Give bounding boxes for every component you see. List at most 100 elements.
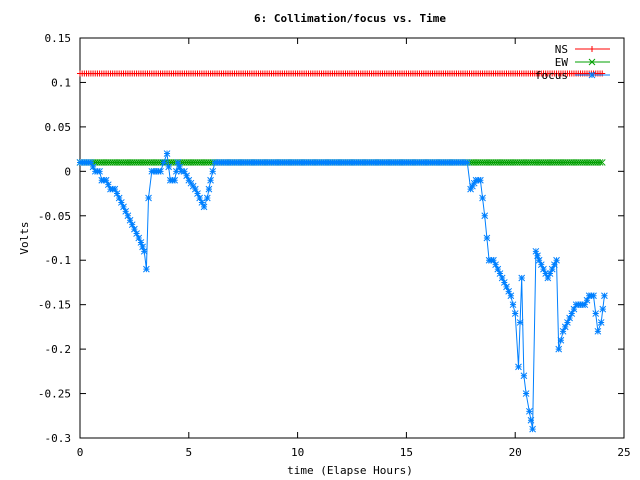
data-point-focus	[498, 274, 506, 282]
data-point-focus	[176, 163, 183, 171]
data-point-focus	[124, 212, 132, 220]
data-point-focus	[500, 279, 508, 286]
data-point-focus	[203, 194, 211, 202]
data-point-focus	[520, 372, 528, 380]
data-point-focus	[503, 283, 510, 291]
data-point-focus	[529, 425, 536, 433]
data-point-focus	[87, 159, 95, 166]
data-point-focus	[477, 176, 484, 184]
data-point-focus	[120, 203, 127, 211]
y-tick-label: -0.05	[38, 210, 71, 223]
data-point-focus	[198, 199, 206, 206]
data-point-focus	[102, 176, 110, 184]
data-point-focus	[561, 323, 569, 331]
data-point-focus	[469, 182, 476, 190]
data-point-focus	[463, 159, 471, 166]
data-point-focus	[557, 336, 565, 344]
data-point-focus	[553, 256, 560, 264]
data-point-focus	[537, 261, 545, 269]
data-point-focus	[143, 265, 150, 273]
series-layer	[76, 70, 608, 433]
data-point-focus	[181, 167, 188, 175]
data-point-focus	[546, 270, 554, 277]
data-point-focus	[581, 301, 589, 309]
series-line-focus	[80, 153, 605, 430]
data-point-focus	[163, 150, 171, 157]
data-point-focus	[505, 287, 513, 295]
chart-title: 6: Collimation/focus vs. Time	[254, 12, 446, 25]
data-point-focus	[174, 159, 182, 166]
series-ns	[77, 70, 606, 77]
axis-ticks: 0 5 10 15 20 25 -0.3 -0.25 -0.2 -0.15 -0.1 -0.05 0 0.…	[38, 32, 631, 459]
data-point-focus	[96, 167, 103, 175]
data-point-focus	[171, 176, 179, 184]
data-point-focus	[481, 212, 489, 220]
data-point-focus	[140, 247, 148, 255]
data-point-focus	[196, 194, 204, 202]
data-point-focus	[467, 185, 474, 193]
data-point-focus	[544, 274, 552, 282]
data-point-focus	[139, 243, 146, 251]
data-point-focus	[470, 179, 478, 187]
data-point-focus	[122, 207, 130, 215]
data-point-focus	[145, 194, 152, 202]
data-point-focus	[111, 185, 119, 193]
data-point-focus	[597, 319, 605, 326]
y-tick-label: 0.1	[51, 76, 71, 89]
data-point-focus	[490, 256, 497, 264]
data-point-focus	[555, 345, 563, 353]
data-point-focus	[535, 256, 543, 264]
data-point-focus	[479, 194, 486, 202]
y-tick-label: -0.1	[45, 254, 72, 267]
data-point-focus	[551, 261, 558, 269]
data-point-focus	[540, 265, 547, 273]
data-point-ew	[598, 159, 606, 166]
data-point-focus	[494, 265, 502, 273]
data-point-focus	[117, 199, 125, 206]
data-point-focus	[165, 163, 173, 171]
legend-label-ew: EW	[555, 56, 569, 69]
data-point-focus	[185, 176, 193, 184]
y-tick-label: -0.3	[45, 432, 72, 445]
legend-label-focus: focus	[535, 69, 568, 82]
data-point-focus	[594, 327, 602, 335]
data-point-focus	[534, 252, 541, 260]
data-point-focus	[131, 225, 138, 233]
data-point-focus	[183, 172, 190, 180]
legend-marker-ns	[589, 46, 595, 52]
data-point-focus	[599, 305, 607, 313]
data-point-focus	[515, 363, 522, 371]
data-point-focus	[522, 390, 530, 397]
data-point-focus	[570, 305, 578, 313]
data-point-focus	[527, 416, 535, 424]
x-tick-label: 5	[185, 446, 192, 459]
data-point-focus	[135, 234, 143, 242]
data-point-focus	[496, 270, 504, 277]
data-point-ns	[599, 70, 606, 77]
data-point-focus	[177, 167, 185, 175]
y-tick-label: -0.15	[38, 299, 71, 312]
y-tick-label: 0.05	[45, 121, 72, 134]
data-point-focus	[89, 163, 97, 171]
data-point-focus	[559, 327, 567, 335]
data-point-focus	[566, 314, 573, 322]
data-point-focus	[205, 185, 213, 193]
data-point-focus	[516, 319, 524, 326]
y-axis-label: Volts	[18, 221, 31, 254]
data-point-focus	[564, 319, 571, 326]
data-point-focus	[104, 181, 112, 189]
x-tick-label: 25	[617, 446, 630, 459]
data-point-focus	[525, 407, 533, 415]
legend-label-ns: NS	[555, 43, 568, 56]
data-point-focus	[601, 292, 608, 300]
data-point-focus	[172, 167, 180, 175]
data-point-focus	[126, 216, 134, 224]
data-point-focus	[128, 221, 136, 229]
x-tick-label: 0	[77, 446, 84, 459]
data-point-focus	[200, 203, 208, 211]
data-point-focus	[157, 167, 164, 175]
data-point-ew	[596, 159, 604, 166]
data-point-focus	[189, 182, 197, 190]
data-point-focus	[532, 247, 540, 255]
